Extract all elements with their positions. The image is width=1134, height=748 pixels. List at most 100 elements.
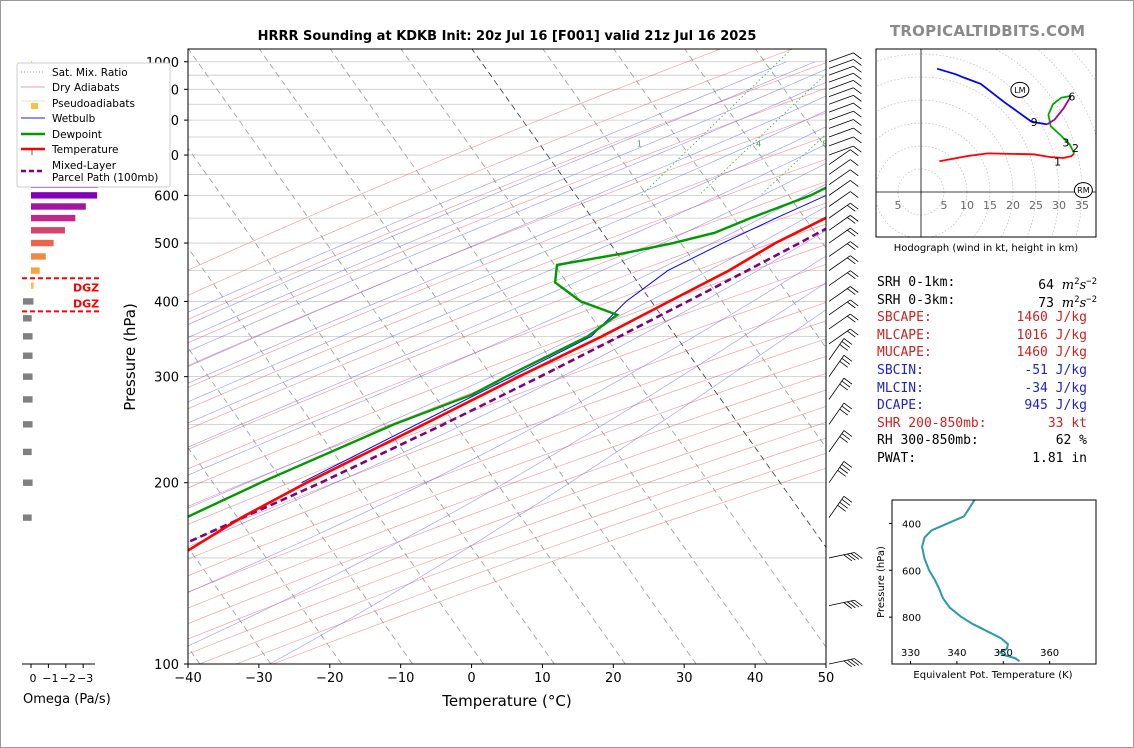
moist-adiabat — [188, 282, 826, 647]
barb-flag — [853, 80, 862, 87]
barb-flag — [841, 380, 851, 388]
theta-e-y-tick-label: 600 — [902, 566, 921, 577]
theta-e-x-tick-label: 340 — [947, 648, 966, 659]
param-row: SBCAPE: 1460 J/kg — [877, 309, 1107, 327]
barb-staff — [828, 270, 851, 286]
param-row: SHR 200-850mb: 33 kt — [877, 415, 1107, 433]
legend-item: Wetbulb — [21, 113, 96, 125]
dry-adiabat — [188, 87, 826, 344]
omega-bar — [23, 373, 33, 380]
parameters-table: SRH 0-1km: 64 m2s−2 SRH 0-3km: 73 m2s−2 SBCA… — [877, 274, 1107, 468]
skewt-profiles: 71F 80F — [188, 186, 826, 553]
barb-flag — [841, 405, 851, 413]
barb-flag — [853, 52, 862, 60]
param-row: SBCIN: -51 J/kg — [877, 362, 1107, 380]
barb-flag — [847, 315, 856, 323]
barb-staff — [828, 338, 845, 361]
omega-axis-label: Omega (Pa/s) — [23, 692, 111, 707]
mixing-ratio-label: 8 — [822, 139, 827, 148]
param-label: SRH 0-3km: — [877, 292, 956, 308]
param-row: MUCAPE: 1460 J/kg — [877, 344, 1107, 362]
barb-flag — [850, 149, 859, 156]
param-label: MLCAPE: — [877, 327, 932, 343]
barb-flag — [853, 59, 862, 66]
param-value: -51 J/kg — [1024, 362, 1087, 378]
barb-staff — [828, 286, 851, 302]
hodograph-height-label: 6 — [1068, 90, 1075, 103]
param-value: 33 kt — [1047, 415, 1087, 431]
x-tick-label: 50 — [818, 671, 835, 686]
storm-motion-marker — [1010, 81, 1030, 98]
barb-flag — [841, 358, 851, 365]
dry-adiabat — [188, 202, 826, 450]
wind-barb — [828, 461, 853, 483]
param-value: -34 J/kg — [1024, 380, 1087, 396]
omega-bar — [23, 396, 33, 403]
barb-flag — [850, 328, 859, 336]
skewt-background-lines: 1 4 8 10 13 16 20 24 30 36 — [188, 49, 827, 664]
omega-bar — [31, 227, 65, 234]
omega-x-tick-label: −2 — [60, 672, 76, 685]
wind-barb — [828, 377, 853, 400]
barb-flag — [854, 599, 863, 607]
legend-label: Sat. Mix. Ratio — [52, 67, 128, 79]
barb-flag — [853, 102, 862, 110]
theta-e-x-tick-label: 350 — [994, 648, 1013, 659]
dry-adiabat — [188, 223, 826, 470]
hodograph-ring-label: 15 — [983, 199, 997, 212]
barb-flag — [854, 552, 863, 559]
barb-flag — [839, 436, 848, 443]
theta-e-frame — [891, 499, 1097, 665]
barb-staff — [828, 215, 851, 231]
barb-flag — [853, 72, 862, 80]
dry-adiabat — [188, 49, 793, 296]
barb-staff — [828, 355, 845, 377]
barb-flag — [853, 87, 862, 95]
param-row: RH 300-850mb: 62 % — [877, 432, 1107, 450]
barb-flag — [850, 552, 860, 560]
legend-label: Parcel Path (100mb) — [52, 172, 158, 184]
param-row: PWAT: 1.81 in — [877, 450, 1107, 468]
barb-flag — [843, 496, 853, 503]
moist-adiabat — [188, 81, 826, 352]
param-row: MLCAPE: 1016 J/kg — [877, 327, 1107, 345]
omega-bar — [23, 448, 32, 456]
barb-flag — [843, 355, 853, 362]
hodograph-ring-label: 35 — [1075, 199, 1089, 212]
hodograph-height-label: 1 — [1054, 156, 1061, 169]
omega-bar — [23, 315, 32, 322]
barb-flag — [847, 217, 856, 224]
wind-barb — [828, 328, 859, 345]
wind-barb — [828, 145, 862, 156]
hodograph-ring-label: 30 — [1052, 199, 1066, 212]
dry-adiabat — [188, 244, 826, 489]
barb-flag — [850, 241, 859, 248]
wind-barb — [828, 241, 859, 257]
moist-adiabat — [188, 61, 815, 325]
barb-flag — [839, 344, 848, 351]
legend-item: Pseudoadiabats — [21, 98, 135, 110]
dry-adiabat — [188, 355, 826, 593]
barb-flag — [841, 341, 851, 348]
theta-e-x-label: Equivalent Pot. Temperature (K) — [913, 670, 1072, 681]
legend-label: Pseudoadiabats — [52, 98, 135, 110]
omega-bar — [31, 192, 98, 199]
barb-staff — [828, 402, 845, 425]
barb-staff — [828, 52, 854, 63]
wind-barb — [828, 202, 859, 219]
y-tick-label: 400 — [154, 295, 179, 310]
barb-flag — [850, 286, 859, 293]
mixing-ratio-line — [760, 133, 826, 196]
barb-flag — [850, 600, 860, 608]
param-label: PWAT: — [877, 450, 917, 466]
moist-adiabat — [188, 61, 787, 313]
hodograph-caption: Hodograph (wind in kt, height in km) — [894, 243, 1079, 254]
wind-barb — [828, 127, 862, 138]
x-tick-label: 10 — [534, 671, 551, 686]
barb-staff — [828, 136, 854, 147]
param-label: SRH 0-1km: — [877, 275, 956, 290]
param-value: 62 % — [1055, 433, 1087, 449]
